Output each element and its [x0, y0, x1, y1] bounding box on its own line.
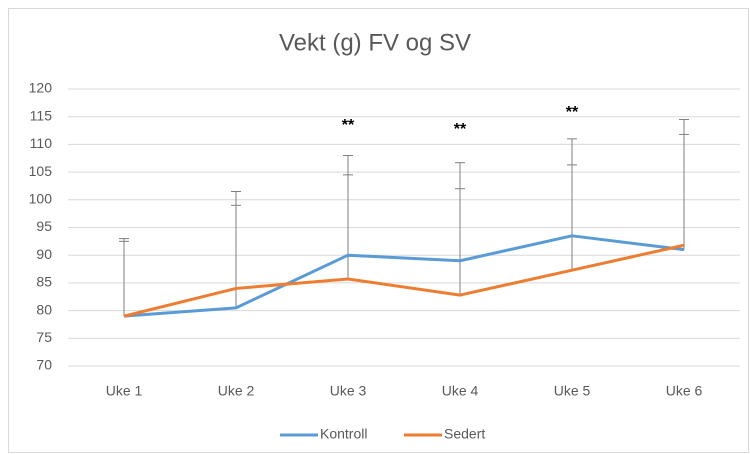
y-tick-label: 120: [29, 80, 53, 96]
error-bar: [231, 204, 241, 289]
y-tick-label: 85: [36, 274, 52, 290]
y-tick-label: 115: [30, 107, 53, 123]
annotation: **: [342, 117, 355, 134]
y-tick-label: 100: [29, 191, 53, 207]
legend-label: Kontroll: [320, 426, 367, 442]
x-tick-label: Uke 4: [442, 383, 479, 399]
error-bar: [567, 164, 577, 271]
y-tick-label: 90: [36, 246, 52, 262]
error-bar: [679, 133, 689, 246]
x-tick-label: Uke 5: [554, 383, 591, 399]
error-bar: [455, 188, 465, 296]
series-line: [123, 234, 685, 318]
error-bar: [343, 174, 353, 280]
y-tick-label: 95: [36, 218, 52, 234]
x-tick-label: Uke 1: [106, 383, 143, 399]
legend-label: Sedert: [444, 426, 485, 442]
annotation: **: [454, 121, 467, 138]
y-tick-label: 80: [36, 301, 52, 317]
x-tick-label: Uke 6: [666, 383, 703, 399]
y-tick-label: 75: [36, 329, 52, 345]
y-tick-label: 110: [30, 135, 53, 151]
x-tick-label: Uke 2: [218, 383, 255, 399]
x-tick-label: Uke 3: [330, 383, 367, 399]
chart-border: [8, 8, 749, 453]
y-tick-label: 105: [29, 163, 53, 179]
series-line: [123, 243, 685, 318]
y-tick-label: 70: [36, 357, 52, 373]
annotation: **: [566, 104, 579, 121]
error-bar: [119, 240, 129, 317]
chart-title: Vekt (g) FV og SV: [279, 29, 471, 56]
